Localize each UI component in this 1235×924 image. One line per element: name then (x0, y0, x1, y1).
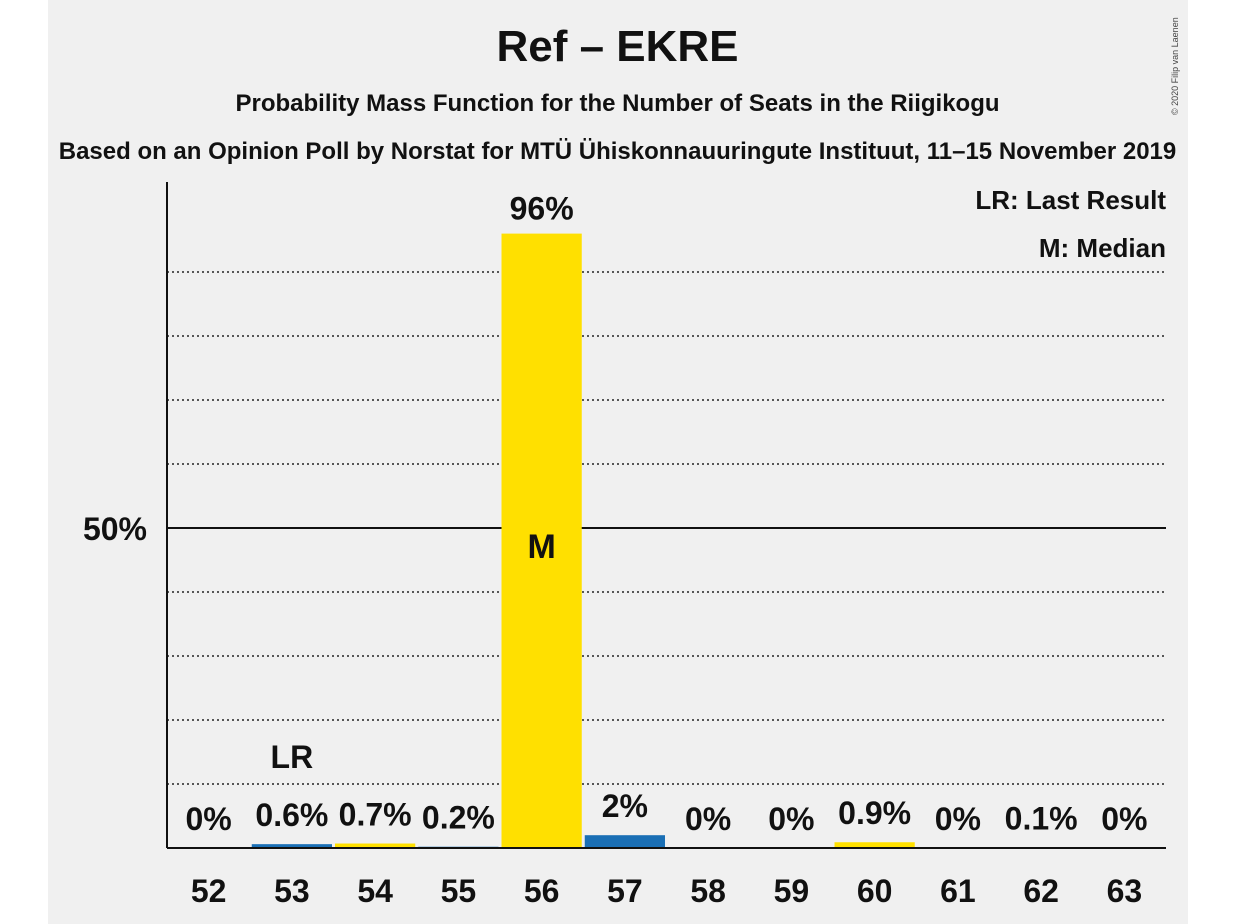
bar-56 (501, 233, 582, 849)
x-tick-label-53: 53 (274, 873, 310, 909)
value-label-53: 0.6% (255, 797, 328, 833)
value-label-62: 0.1% (1005, 800, 1078, 836)
bar-53 (251, 844, 332, 848)
value-label-58: 0% (685, 801, 731, 837)
value-label-54: 0.7% (339, 797, 412, 833)
last-result-marker: LR (271, 739, 314, 775)
chart-title: Ref – EKRE (496, 22, 739, 71)
x-tick-label-55: 55 (441, 873, 477, 909)
median-marker: M (527, 528, 555, 566)
x-tick-label-52: 52 (191, 873, 227, 909)
value-label-60: 0.9% (838, 795, 911, 831)
x-tick-label-63: 63 (1107, 873, 1143, 909)
legend-last-result: LR: Last Result (975, 185, 1166, 215)
y-tick-label: 50% (83, 511, 147, 547)
value-label-57: 2% (602, 788, 648, 824)
value-label-63: 0% (1101, 801, 1147, 837)
value-label-55: 0.2% (422, 800, 495, 836)
bar-54 (335, 843, 416, 848)
bar-60 (834, 842, 915, 848)
value-label-52: 0% (186, 801, 232, 837)
x-tick-label-57: 57 (607, 873, 643, 909)
legend-median: M: Median (1039, 233, 1166, 263)
chart-subtitle: Probability Mass Function for the Number… (235, 90, 1000, 117)
value-label-59: 0% (768, 801, 814, 837)
chart-source-line: Based on an Opinion Poll by Norstat for … (58, 138, 1177, 165)
chart-background (48, 0, 1188, 924)
x-tick-label-60: 60 (857, 873, 893, 909)
x-tick-label-59: 59 (774, 873, 810, 909)
x-tick-label-56: 56 (524, 873, 560, 909)
x-tick-label-58: 58 (690, 873, 726, 909)
value-label-61: 0% (935, 801, 981, 837)
x-tick-label-61: 61 (940, 873, 976, 909)
x-tick-label-54: 54 (357, 873, 393, 909)
bar-57 (584, 835, 665, 848)
x-tick-label-62: 62 (1023, 873, 1059, 909)
value-label-56: 96% (510, 191, 574, 227)
